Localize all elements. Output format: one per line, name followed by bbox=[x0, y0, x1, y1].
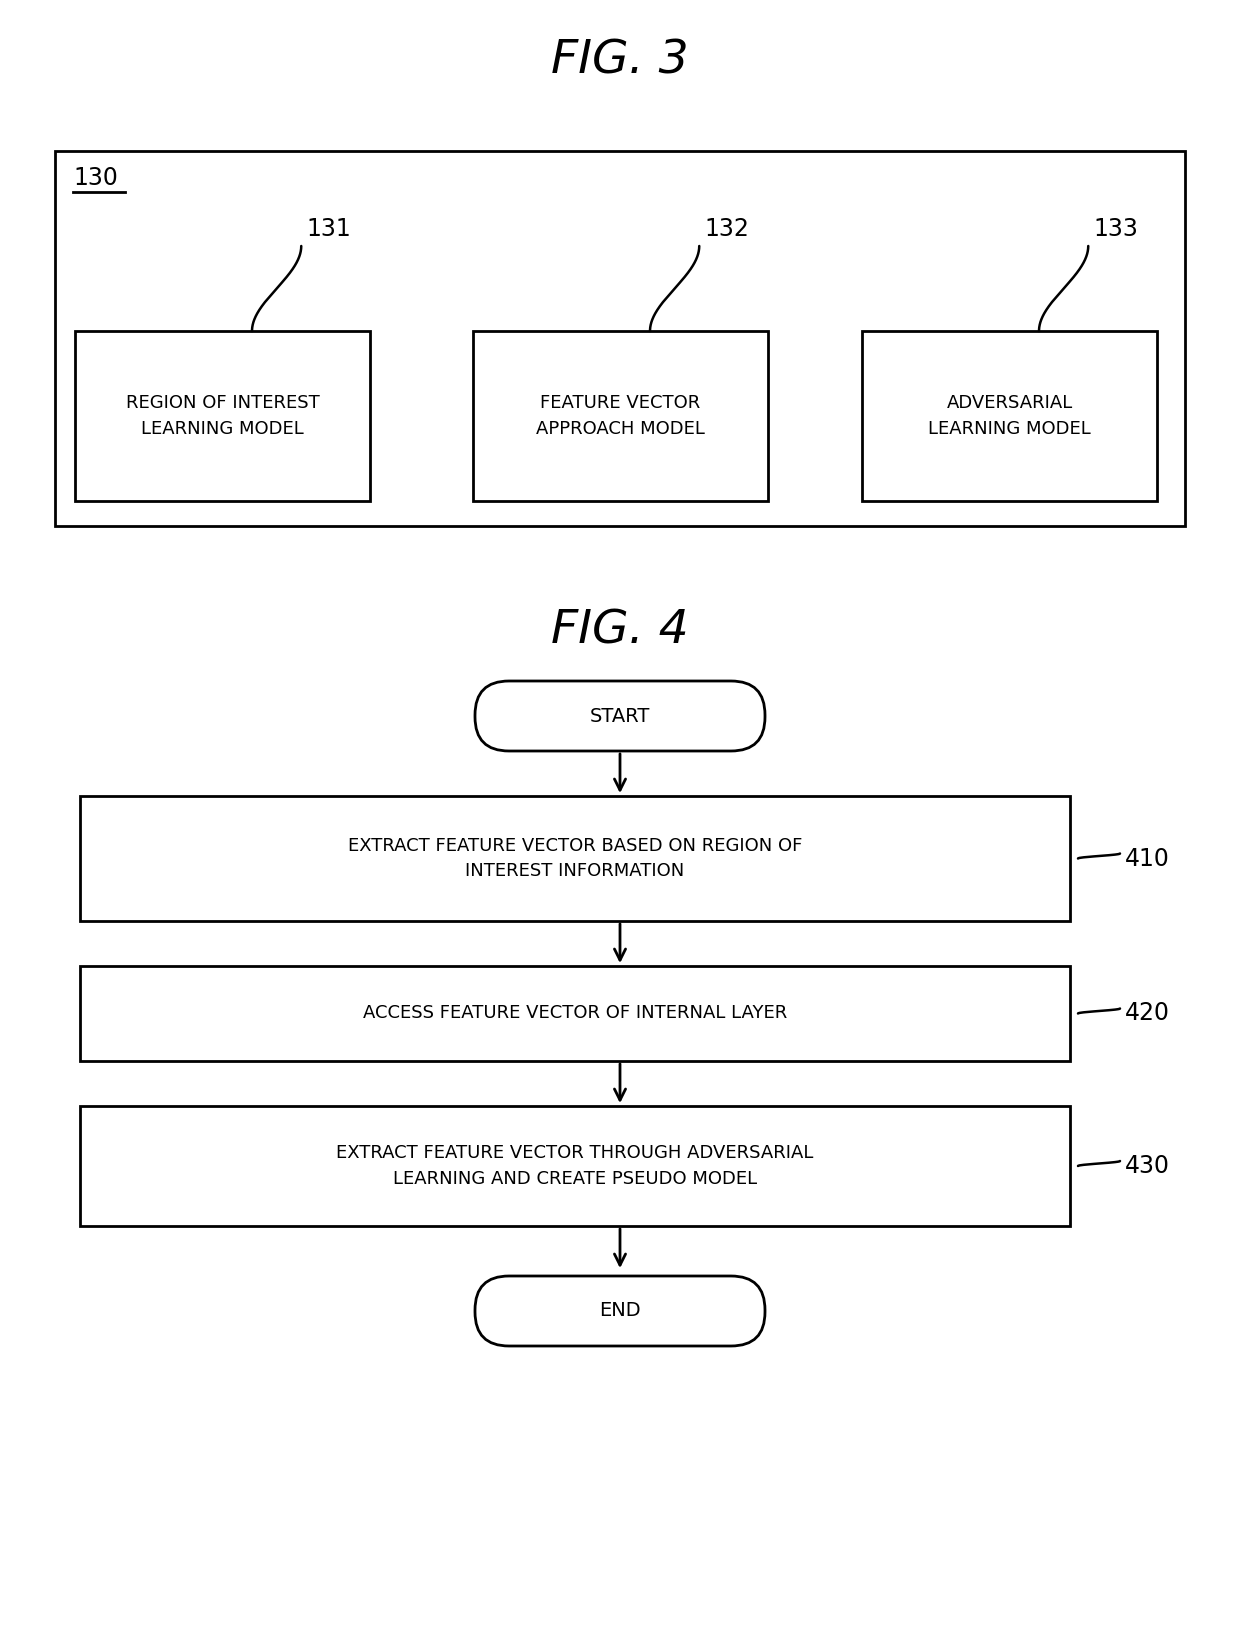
Text: EXTRACT FEATURE VECTOR THROUGH ADVERSARIAL
LEARNING AND CREATE PSEUDO MODEL: EXTRACT FEATURE VECTOR THROUGH ADVERSARI… bbox=[336, 1144, 813, 1188]
Text: FIG. 4: FIG. 4 bbox=[551, 609, 689, 653]
Bar bbox=[472, 331, 768, 501]
Text: 410: 410 bbox=[1125, 847, 1169, 870]
Text: FIG. 3: FIG. 3 bbox=[551, 38, 689, 84]
Bar bbox=[81, 967, 1070, 1062]
Text: 132: 132 bbox=[704, 217, 749, 241]
Bar bbox=[81, 1106, 1070, 1226]
Text: FEATURE VECTOR
APPROACH MODEL: FEATURE VECTOR APPROACH MODEL bbox=[536, 394, 704, 438]
Text: EXTRACT FEATURE VECTOR BASED ON REGION OF
INTEREST INFORMATION: EXTRACT FEATURE VECTOR BASED ON REGION O… bbox=[347, 837, 802, 880]
Text: REGION OF INTEREST
LEARNING MODEL: REGION OF INTEREST LEARNING MODEL bbox=[125, 394, 320, 438]
Text: 133: 133 bbox=[1094, 217, 1138, 241]
Text: 430: 430 bbox=[1125, 1154, 1171, 1178]
Text: 131: 131 bbox=[306, 217, 351, 241]
FancyBboxPatch shape bbox=[475, 681, 765, 752]
Bar bbox=[55, 151, 1185, 527]
FancyBboxPatch shape bbox=[475, 1277, 765, 1346]
Bar bbox=[862, 331, 1157, 501]
Text: END: END bbox=[599, 1301, 641, 1321]
Text: ACCESS FEATURE VECTOR OF INTERNAL LAYER: ACCESS FEATURE VECTOR OF INTERNAL LAYER bbox=[363, 1004, 787, 1022]
Bar bbox=[74, 331, 370, 501]
Text: ADVERSARIAL
LEARNING MODEL: ADVERSARIAL LEARNING MODEL bbox=[928, 394, 1091, 438]
Bar bbox=[81, 796, 1070, 921]
Text: 420: 420 bbox=[1125, 1001, 1171, 1026]
Text: START: START bbox=[590, 707, 650, 725]
Text: 130: 130 bbox=[73, 166, 118, 190]
